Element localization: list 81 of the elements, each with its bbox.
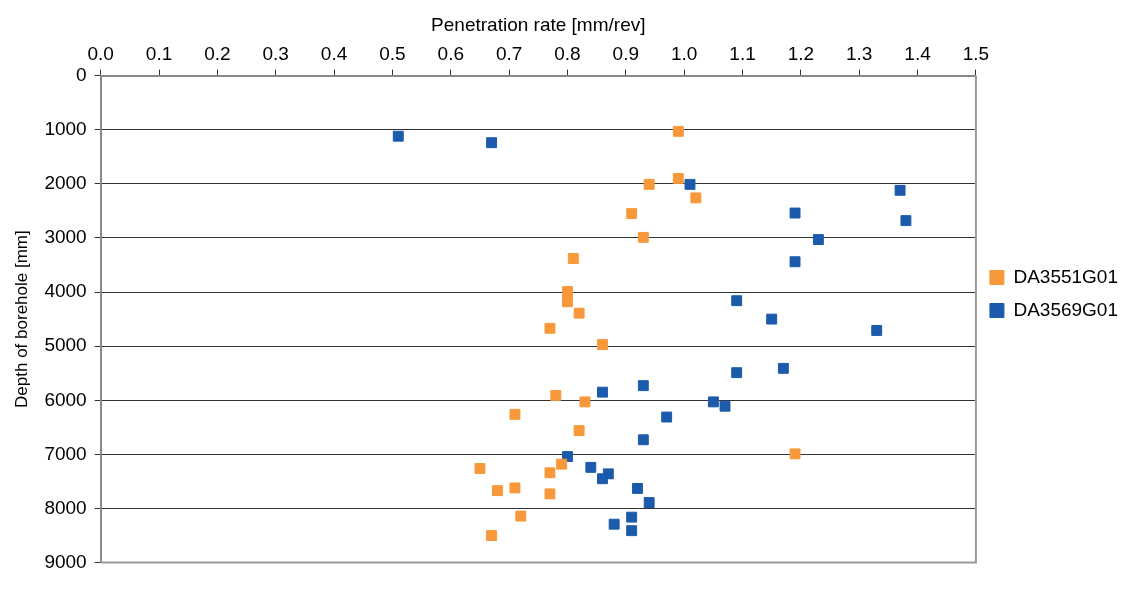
y-tick-label: 5000 xyxy=(44,334,87,356)
legend-label: DA3569G01 xyxy=(1013,298,1118,320)
point xyxy=(789,207,801,219)
point xyxy=(626,511,638,523)
point xyxy=(515,510,527,522)
point xyxy=(626,525,638,537)
point xyxy=(544,467,556,479)
x-tick-label: 1.1 xyxy=(729,43,756,65)
x-tick-label: 0.7 xyxy=(495,43,523,65)
point xyxy=(474,463,486,474)
y-axis-title: Depth of borehole [mm] xyxy=(11,230,31,408)
point xyxy=(637,231,649,243)
point xyxy=(637,380,649,392)
point xyxy=(672,125,684,137)
point xyxy=(707,396,719,408)
point xyxy=(643,497,655,508)
point xyxy=(894,184,906,196)
x-tick-label: 0.5 xyxy=(379,43,406,65)
point xyxy=(585,461,597,473)
point xyxy=(550,389,562,401)
y-tick-label: 6000 xyxy=(44,388,87,410)
point xyxy=(789,448,801,460)
point xyxy=(597,339,608,350)
y-tick-label: 8000 xyxy=(44,496,87,518)
point xyxy=(684,178,696,190)
point xyxy=(567,253,579,264)
point xyxy=(731,295,743,307)
point xyxy=(597,473,608,485)
y-tick-label: 7000 xyxy=(44,442,87,464)
point xyxy=(731,367,743,379)
point xyxy=(392,130,404,142)
x-tick-label: 0.6 xyxy=(437,43,464,65)
point xyxy=(573,425,585,437)
x-tick-label: 1.2 xyxy=(787,43,815,65)
point xyxy=(632,483,643,494)
x-tick-label: 1.4 xyxy=(904,43,932,65)
point xyxy=(486,530,498,541)
x-tick-label: 1.5 xyxy=(962,43,990,65)
point xyxy=(562,286,573,297)
point xyxy=(900,215,912,227)
y-tick-label: 9000 xyxy=(44,550,87,572)
x-tick-label: 1.0 xyxy=(670,43,698,65)
point xyxy=(544,488,556,500)
x-tick-label: 0.4 xyxy=(320,43,348,65)
x-tick-label: 0.3 xyxy=(262,43,289,65)
x-tick-label: 0.0 xyxy=(87,43,114,65)
legend-label: DA3551G01 xyxy=(1013,265,1118,287)
y-tick-label: 2000 xyxy=(44,172,87,194)
y-tick-label: 3000 xyxy=(44,226,87,248)
point xyxy=(672,172,684,184)
point xyxy=(643,178,655,190)
point xyxy=(871,325,883,336)
point xyxy=(690,192,702,204)
point xyxy=(608,518,620,530)
point xyxy=(573,307,585,319)
point xyxy=(637,434,649,446)
point xyxy=(562,296,573,308)
point xyxy=(789,256,801,268)
x-axis-title: Penetration rate [mm/rev] xyxy=(431,13,646,35)
point xyxy=(486,137,498,149)
y-tick-label: 0 xyxy=(76,63,87,85)
point xyxy=(626,208,638,220)
x-tick-label: 0.8 xyxy=(554,43,581,65)
x-tick-label: 1.3 xyxy=(846,43,873,65)
point xyxy=(492,485,503,497)
point xyxy=(509,482,521,494)
point xyxy=(597,386,608,398)
x-tick-label: 0.1 xyxy=(145,43,173,65)
x-tick-label: 0.2 xyxy=(204,43,231,65)
point xyxy=(766,313,778,325)
point xyxy=(509,408,521,420)
x-tick-label: 0.9 xyxy=(612,43,640,65)
y-tick-label: 4000 xyxy=(44,280,87,302)
y-tick-label: 1000 xyxy=(44,117,87,139)
point xyxy=(544,322,556,334)
point xyxy=(719,400,731,412)
point xyxy=(812,234,824,246)
point xyxy=(556,458,568,470)
point xyxy=(579,396,591,408)
point xyxy=(777,362,789,374)
point xyxy=(661,411,673,423)
